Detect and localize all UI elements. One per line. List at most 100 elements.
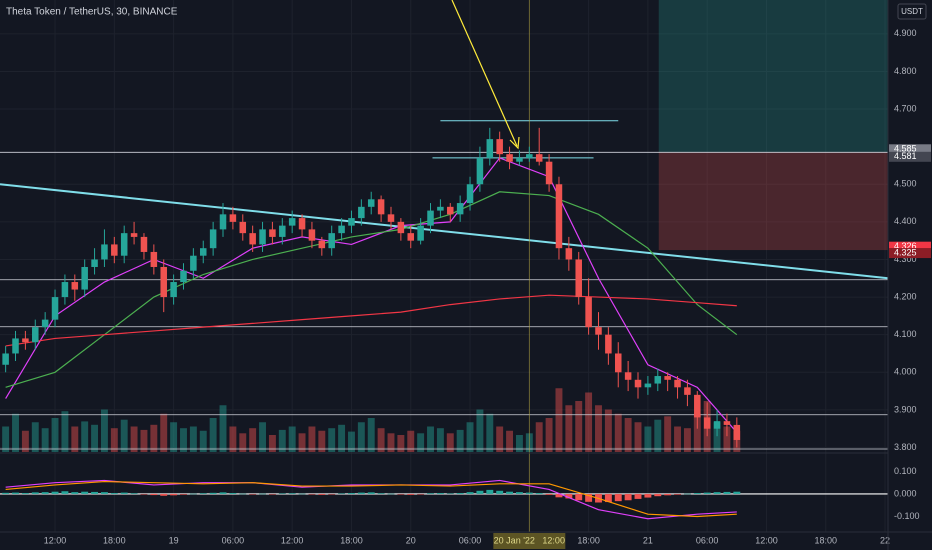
price-label-box (889, 151, 931, 162)
volume-bar (377, 428, 385, 452)
x-tick-label: 12:00 (44, 535, 67, 545)
macd-histogram (189, 493, 197, 495)
y-tick-label: 4.300 (894, 254, 917, 264)
candle-body (694, 394, 701, 418)
macd-histogram (298, 493, 306, 495)
candle-body (447, 206, 454, 215)
candle-body (565, 248, 573, 260)
macd-histogram (446, 493, 454, 494)
volume-bar (604, 409, 612, 452)
candle-body (22, 338, 29, 343)
candle-body (367, 199, 375, 207)
candle-body (190, 255, 197, 271)
macd-histogram (209, 492, 217, 494)
volume-bar (446, 433, 454, 452)
candle-body (466, 184, 474, 204)
macd-histogram (427, 493, 434, 494)
macd-line (5, 480, 737, 518)
volume-bar (81, 421, 89, 452)
candle-body (456, 203, 464, 215)
candle-body (338, 225, 345, 234)
macd-histogram (644, 493, 652, 498)
candle-body (249, 233, 256, 245)
currency-box[interactable] (897, 3, 927, 20)
macd-histogram (150, 493, 158, 496)
x-tick-label: 12:00 (281, 535, 304, 545)
volume-bar (61, 411, 69, 452)
macd-histogram (367, 492, 375, 494)
candle-body (664, 376, 671, 380)
currency: USDT (901, 7, 923, 16)
candle-body (634, 379, 642, 388)
macd-histogram (31, 492, 39, 494)
candle-body (476, 157, 484, 185)
loss-zone (658, 152, 888, 251)
candle-body (130, 233, 138, 237)
macd-histogram (535, 493, 543, 494)
volume-bar (41, 428, 49, 452)
macd-histogram (100, 492, 108, 494)
macd-histogram (614, 493, 622, 502)
x-tick-label: 12:00 (755, 535, 778, 545)
volume-bar (91, 424, 99, 452)
macd-tick-label: 0.000 (894, 488, 917, 498)
volume-bar (595, 405, 602, 452)
moving-average (5, 294, 737, 347)
volume-bar (545, 418, 553, 452)
volume-bar (565, 405, 573, 452)
volume-bar (397, 435, 405, 452)
macd-histogram (2, 492, 10, 494)
macd-histogram (357, 492, 365, 494)
volume-bar (239, 433, 247, 452)
volume-bar (644, 426, 652, 452)
candle-body (733, 424, 741, 440)
volume-bar (219, 405, 227, 452)
macd-histogram (199, 493, 207, 494)
macd-histogram (130, 493, 138, 494)
candle-body (160, 266, 167, 298)
profit-zone (658, 0, 888, 153)
chart-title: Theta Token / TetherUS, 30, BINANCE (6, 7, 178, 18)
candle-body (91, 259, 98, 267)
macd-histogram (417, 493, 425, 495)
candle-body (120, 233, 128, 256)
crosshair-label-box (493, 533, 566, 549)
y-tick-label: 4.900 (894, 28, 917, 38)
volume-bar (348, 431, 355, 452)
macd-histogram (654, 493, 662, 497)
candle-body (41, 319, 49, 328)
x-tick-label: 06:00 (459, 535, 482, 545)
volume-bar (693, 413, 701, 452)
volume-bar (150, 424, 158, 452)
macd-histogram (219, 492, 227, 494)
candle-body (387, 214, 395, 222)
macd-histogram (624, 493, 632, 501)
candle-body (486, 139, 494, 158)
volume-bar (21, 430, 29, 452)
volume-bar (387, 433, 395, 452)
candle-body (111, 244, 118, 256)
macd-histogram (436, 493, 444, 494)
candle-body (71, 282, 79, 290)
macd-histogram (674, 493, 681, 495)
macd-histogram (723, 491, 731, 494)
price-label: 4.581 (894, 151, 917, 161)
candle-body (535, 154, 543, 162)
y-tick-label: 4.700 (894, 103, 917, 113)
candle-body (259, 229, 266, 245)
candle-body (684, 387, 691, 395)
candle-body (703, 417, 711, 429)
volume-bar (723, 426, 731, 452)
candle-body (644, 383, 652, 388)
y-tick-label: 4.200 (894, 291, 917, 301)
y-tick-label: 4.100 (894, 329, 917, 339)
candle-body (229, 214, 237, 222)
macd-histogram (160, 493, 168, 496)
candle-body (377, 199, 385, 215)
candle-body (417, 225, 424, 241)
macd-histogram (664, 493, 672, 496)
candle-body (328, 233, 335, 249)
candle-body (496, 139, 503, 155)
macd-histogram (604, 493, 612, 503)
